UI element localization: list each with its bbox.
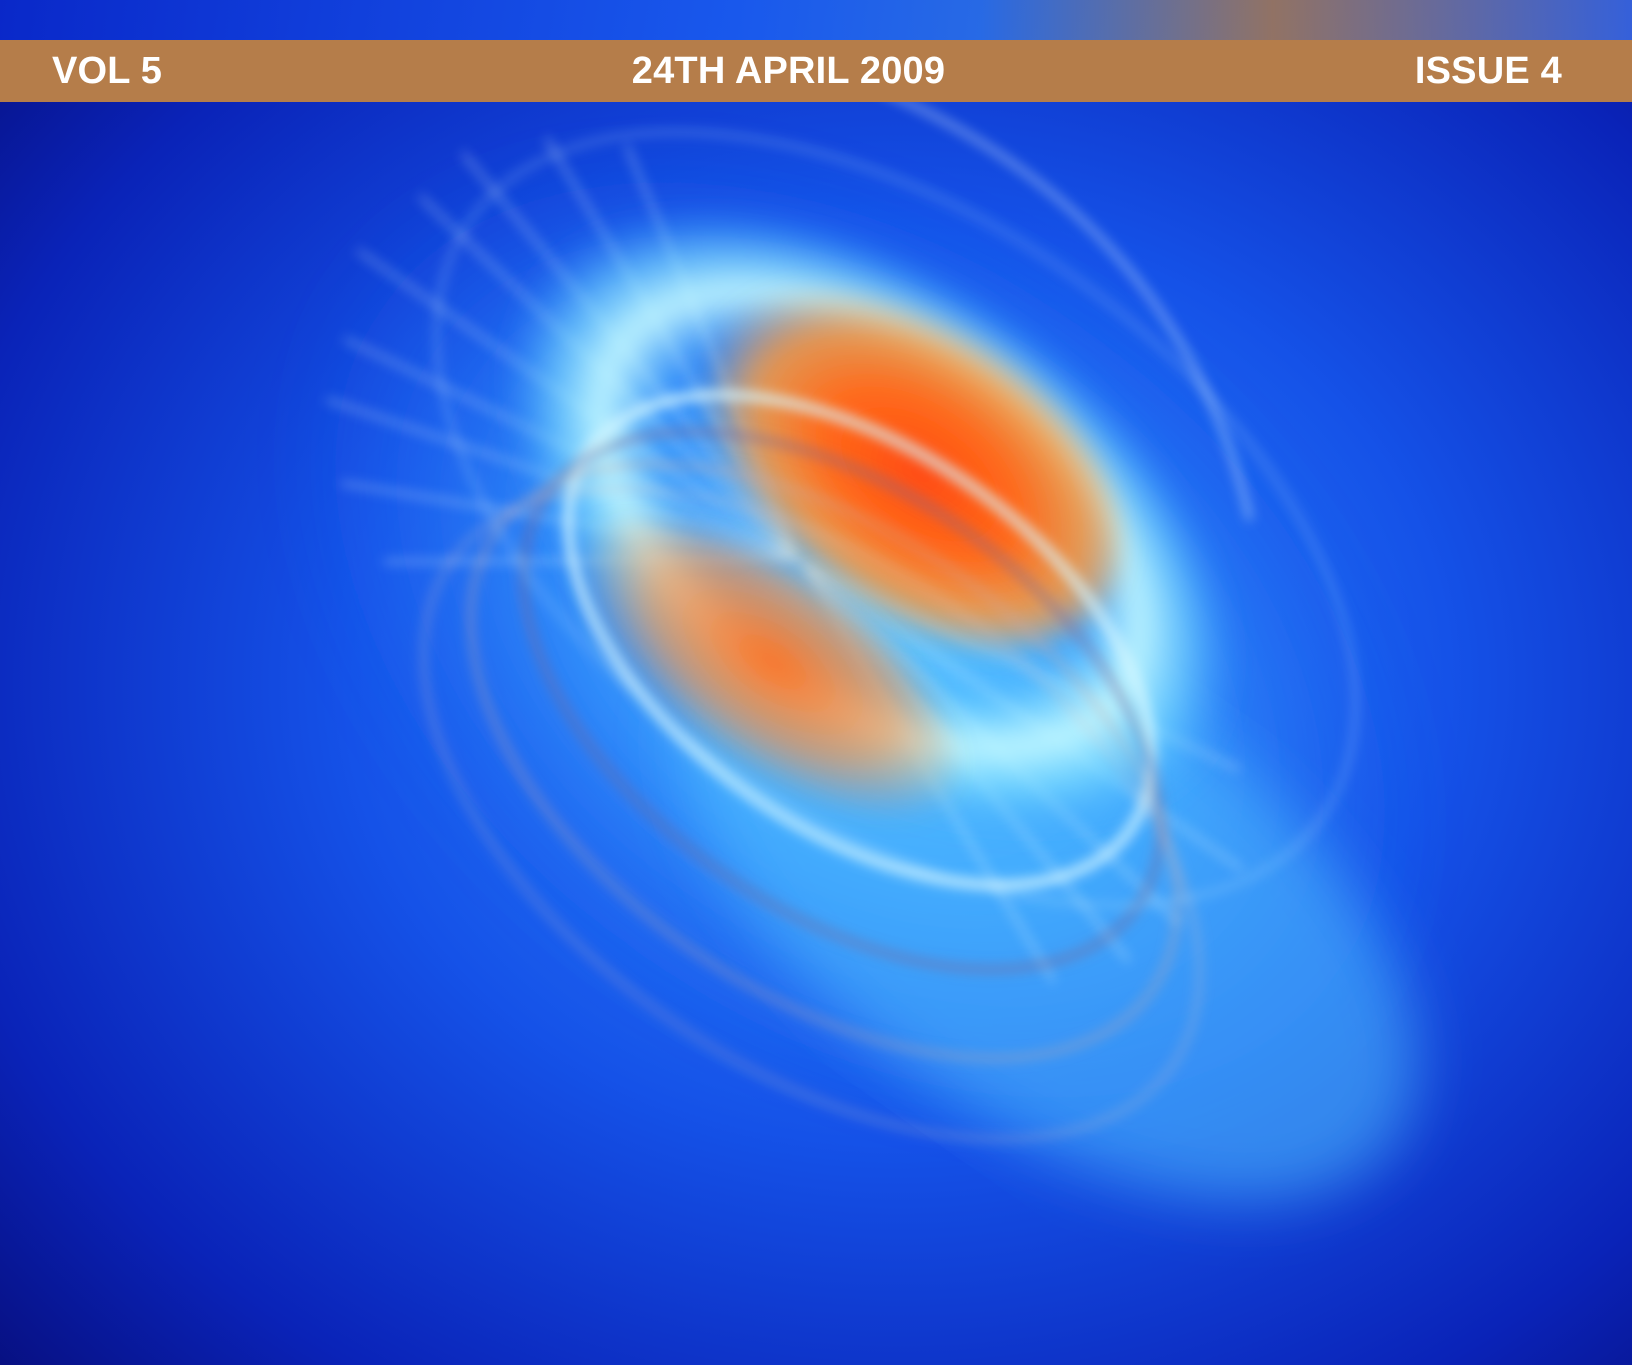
volume-label: VOL 5 [52, 50, 163, 92]
issue-banner: VOL 5 24TH APRIL 2009 ISSUE 4 [0, 40, 1632, 102]
top-color-strip [0, 0, 1632, 40]
issue-number: ISSUE 4 [1414, 50, 1562, 92]
issue-date: 24TH APRIL 2009 [631, 50, 946, 92]
